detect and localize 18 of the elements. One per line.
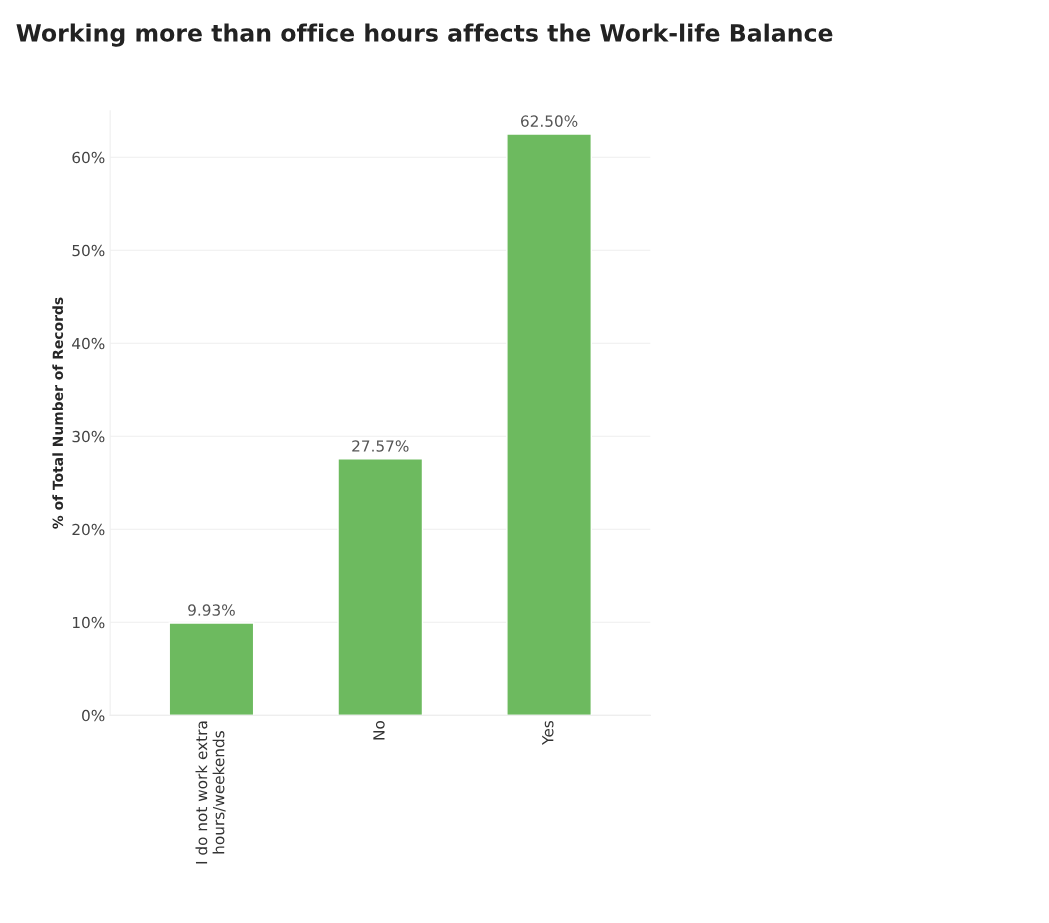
chart-title: Working more than office hours affects the Work-life Balance xyxy=(16,23,833,47)
data-label: 27.57% xyxy=(352,440,409,452)
y-tick-label: 40% xyxy=(72,337,105,350)
y-axis-title: % of Total Number of Records xyxy=(52,297,64,529)
x-tick-label: I do not work extra hours/weekends xyxy=(195,721,226,864)
data-label: 62.50% xyxy=(521,115,578,127)
bar xyxy=(506,133,592,716)
bar xyxy=(337,458,424,716)
y-tick-label: 30% xyxy=(72,430,105,443)
y-tick-label: 60% xyxy=(72,151,105,164)
bar xyxy=(168,622,255,716)
y-tick-label: 50% xyxy=(72,244,105,257)
x-tick-label: Yes xyxy=(542,720,554,745)
y-tick-label: 10% xyxy=(73,616,105,629)
y-tick-label: 20% xyxy=(72,523,105,536)
y-tick-label: 0% xyxy=(82,709,105,722)
x-tick-label: No xyxy=(373,721,385,740)
data-label: 9.93% xyxy=(188,604,235,616)
